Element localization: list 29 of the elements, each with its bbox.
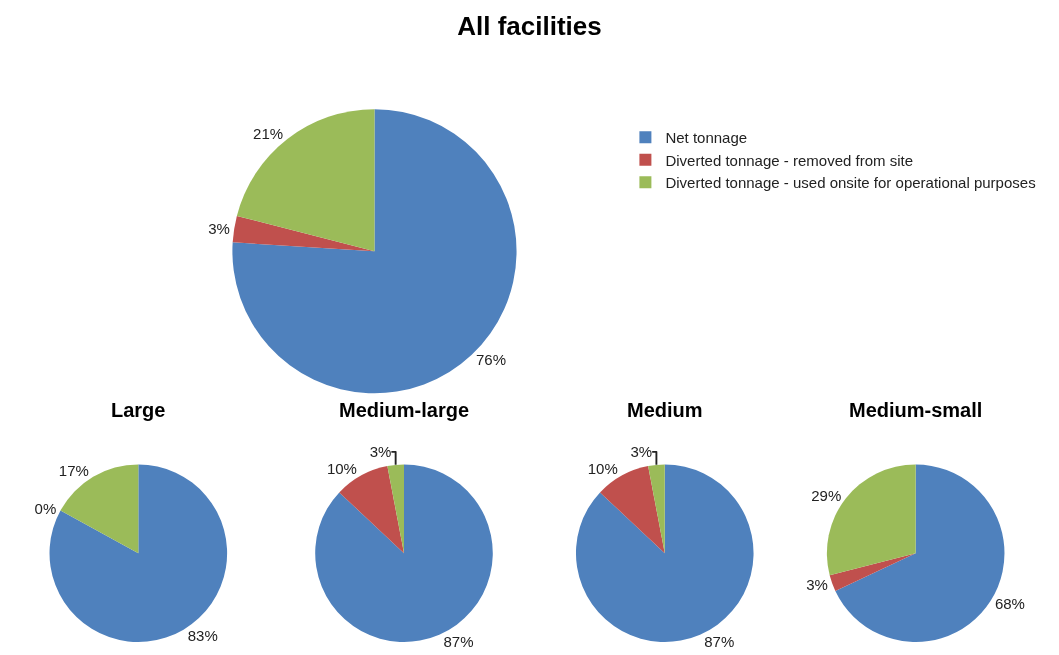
data-label: 17% bbox=[58, 461, 89, 479]
data-label: 68% bbox=[994, 594, 1025, 612]
pie-slice bbox=[387, 464, 404, 554]
chart-title: Medium-small bbox=[849, 399, 983, 421]
data-label: 87% bbox=[704, 633, 735, 651]
chart-title: All facilities bbox=[457, 10, 602, 41]
data-label: 3% bbox=[630, 443, 653, 461]
text: 0% bbox=[34, 499, 57, 517]
data-label: 76% bbox=[475, 350, 507, 368]
data-label: 10% bbox=[326, 460, 357, 478]
legend-label: Diverted tonnage - used onsite for operational purposes bbox=[665, 174, 1036, 192]
data-label: 29% bbox=[811, 487, 842, 505]
legend-label: Diverted tonnage - removed from site bbox=[665, 151, 914, 169]
data-label: 3% bbox=[806, 575, 828, 593]
chart-title: Large bbox=[111, 399, 166, 421]
data-label: 21% bbox=[253, 125, 284, 143]
data-label: 10% bbox=[587, 460, 618, 478]
chart-title: Medium-large bbox=[339, 399, 470, 421]
data-label: 3% bbox=[208, 220, 230, 238]
data-label: 83% bbox=[187, 627, 218, 645]
pie-slice bbox=[60, 464, 139, 554]
pie-slice bbox=[236, 109, 375, 252]
pie-slice bbox=[648, 464, 665, 554]
data-label: 3% bbox=[369, 443, 392, 461]
chart-title: Medium bbox=[627, 399, 703, 421]
pie-slice bbox=[829, 553, 916, 592]
data-label: 87% bbox=[443, 633, 474, 651]
pie-slice bbox=[232, 109, 517, 394]
legend-label: Net tonnage bbox=[665, 129, 748, 147]
